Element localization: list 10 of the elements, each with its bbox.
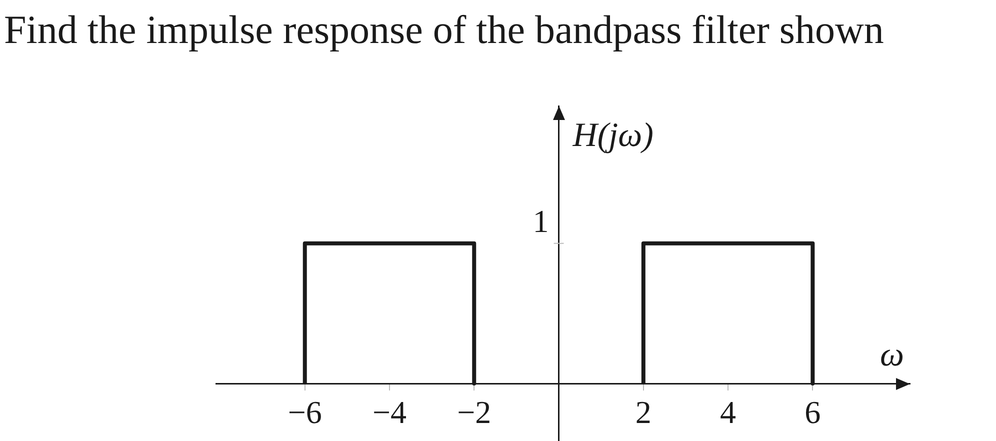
- x-tick-label: −2: [457, 394, 492, 430]
- chart-title: Find the impulse response of the bandpass filter shown: [4, 6, 884, 53]
- x-tick-label: 4: [720, 394, 736, 430]
- text: 1: [532, 202, 549, 239]
- x-axis-title: ω: [880, 336, 904, 374]
- x-tick-label: −4: [372, 394, 407, 430]
- x-tick-label: 6: [804, 394, 821, 430]
- x-tick-label: 2: [635, 394, 652, 430]
- y-axis-title: H(jω): [572, 116, 654, 154]
- x-tick-label: −6: [288, 394, 322, 430]
